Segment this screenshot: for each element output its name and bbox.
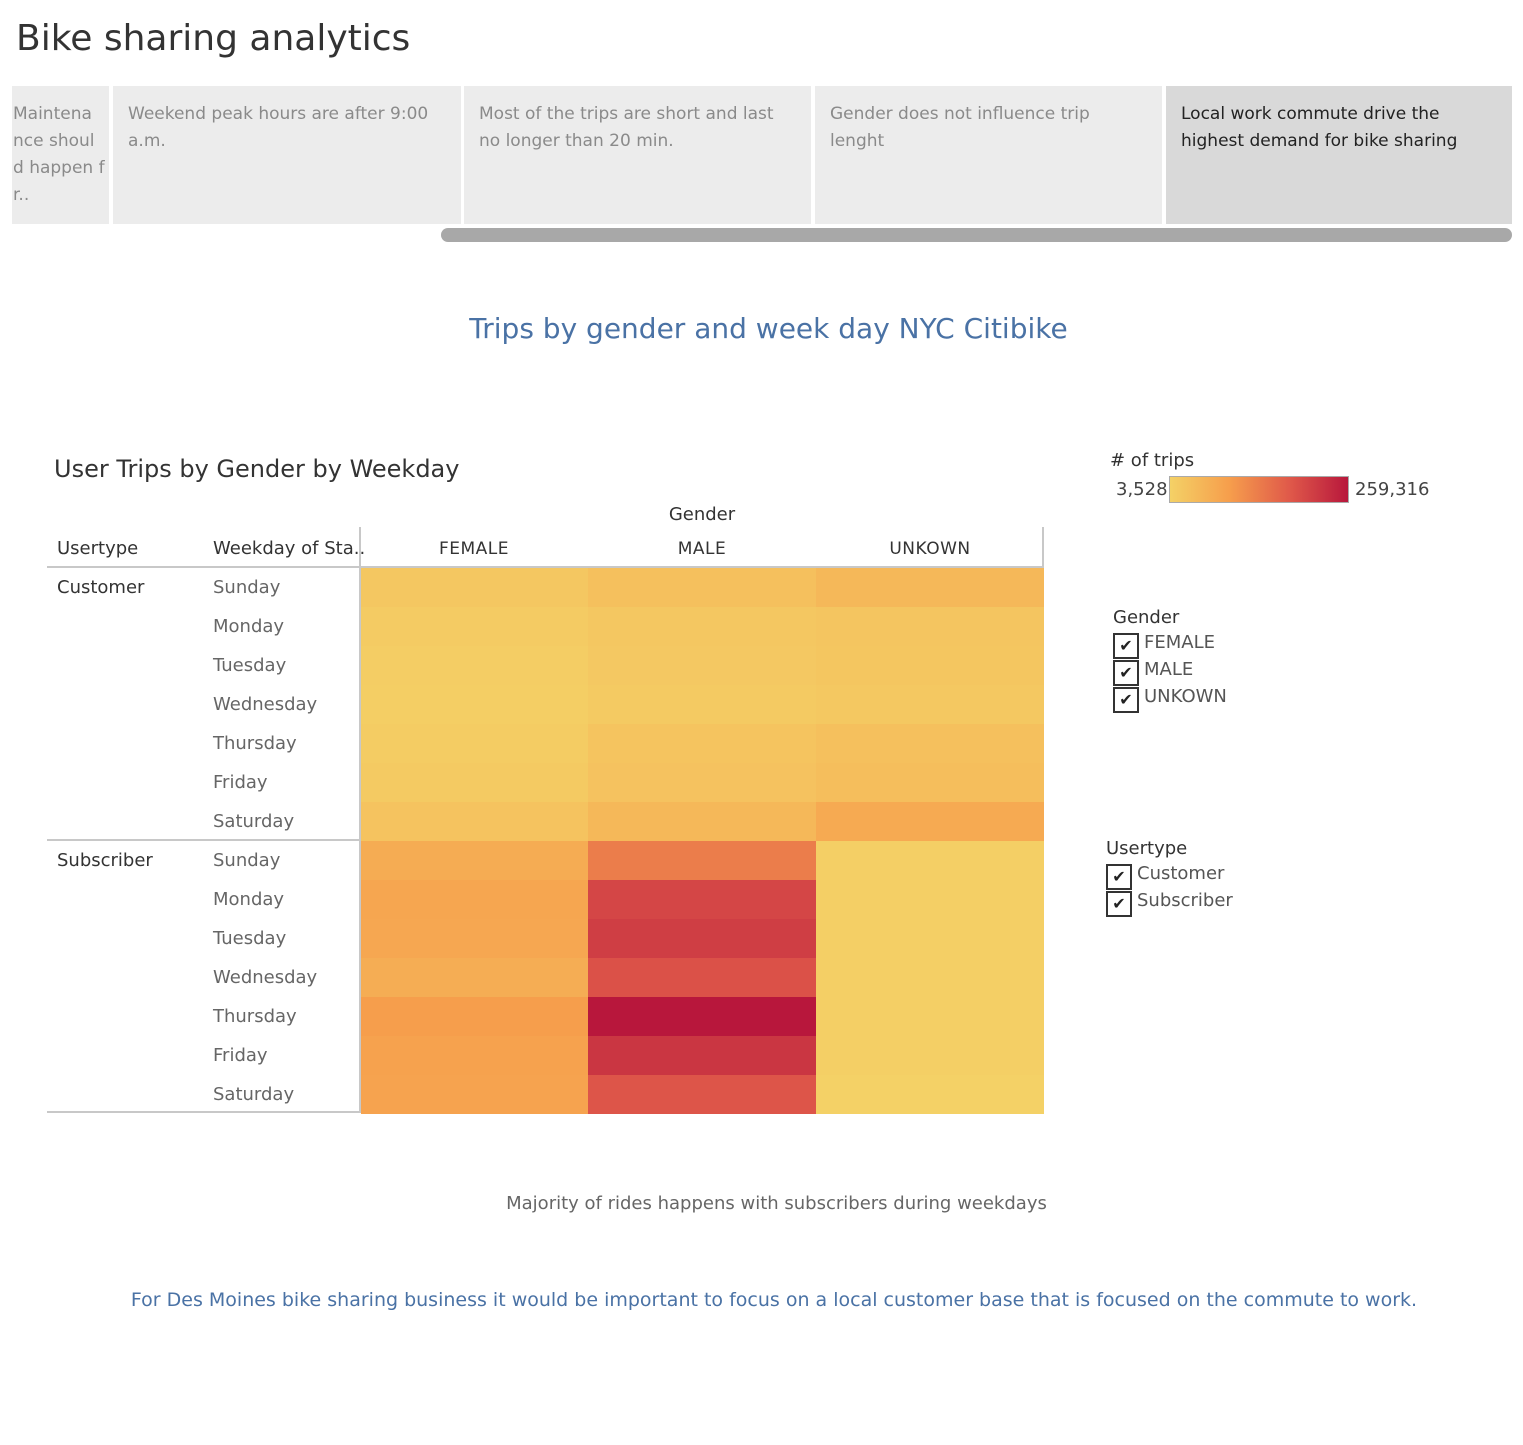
heatmap-cell-customer-wednesday-unkown[interactable] [815, 685, 1044, 724]
row-label-customer-saturday: Saturday [213, 811, 295, 832]
heatmap-cell-customer-monday-female[interactable] [361, 607, 589, 646]
usertype-header: Usertype [57, 538, 139, 559]
heatmap-cell-customer-sunday-male[interactable] [588, 568, 817, 607]
gender-column-header: Gender [668, 504, 736, 525]
heatmap-cell-subscriber-monday-male[interactable] [588, 880, 817, 919]
story-point-label: Most of the trips are short and last no … [479, 104, 774, 151]
heatmap-cell-customer-monday-male[interactable] [588, 607, 817, 646]
heatmap-cell-customer-tuesday-unkown[interactable] [815, 646, 1044, 685]
footer-note: For Des Moines bike sharing business it … [130, 1289, 1418, 1311]
heatmap-cell-subscriber-saturday-female[interactable] [361, 1075, 589, 1114]
heatmap-cell-customer-tuesday-female[interactable] [361, 646, 589, 685]
row-label-subscriber-thursday: Thursday [213, 1006, 297, 1027]
checkbox-checked-icon[interactable]: ✔ [1113, 633, 1139, 659]
row-label-subscriber-monday: Monday [213, 889, 285, 910]
heatmap-cell-customer-tuesday-male[interactable] [588, 646, 817, 685]
heatmap-cell-customer-friday-female[interactable] [361, 763, 589, 802]
checkbox-checked-icon[interactable]: ✔ [1106, 864, 1132, 890]
story-point-label: Local work commute drive the highest dem… [1181, 104, 1458, 151]
row-label-customer-thursday: Thursday [213, 733, 297, 754]
story-point-label: Maintena nce shoul d happen fr.. [13, 104, 105, 205]
story-point-4[interactable]: Gender does not influence trip lenght [815, 86, 1162, 224]
chart-caption: Majority of rides happens with subscribe… [506, 1193, 1047, 1214]
heatmap-cell-subscriber-sunday-female[interactable] [361, 841, 589, 880]
heatmap-cell-subscriber-thursday-female[interactable] [361, 997, 589, 1036]
heatmap-cell-subscriber-wednesday-male[interactable] [588, 958, 817, 997]
heatmap-cell-customer-friday-male[interactable] [588, 763, 817, 802]
group-label-customer: Customer [57, 577, 145, 598]
filter-label: UNKOWN [1144, 686, 1227, 707]
heatmap-cell-customer-thursday-unkown[interactable] [815, 724, 1044, 763]
header-underline [47, 566, 1044, 568]
row-label-subscriber-sunday: Sunday [213, 850, 281, 871]
story-point-5[interactable]: Local work commute drive the highest dem… [1166, 86, 1512, 224]
group-label-subscriber: Subscriber [57, 850, 153, 871]
heatmap-cell-subscriber-wednesday-unkown[interactable] [815, 958, 1044, 997]
color-legend-max: 259,316 [1355, 479, 1430, 500]
story-point-label: Weekend peak hours are after 9:00 a.m. [128, 104, 429, 151]
heatmap-cell-customer-sunday-unkown[interactable] [815, 568, 1044, 607]
heatmap-cell-subscriber-saturday-male[interactable] [588, 1075, 817, 1114]
row-label-subscriber-friday: Friday [213, 1045, 268, 1066]
usertype-filter-title: Usertype [1106, 838, 1188, 859]
row-label-customer-friday: Friday [213, 772, 268, 793]
color-legend-title: # of trips [1110, 450, 1195, 471]
heatmap-cell-customer-friday-unkown[interactable] [815, 763, 1044, 802]
story-point-3[interactable]: Most of the trips are short and last no … [464, 86, 811, 224]
heatmap-cell-subscriber-wednesday-female[interactable] [361, 958, 589, 997]
page-title: Bike sharing analytics [16, 18, 411, 59]
color-legend-min: 3,528 [1116, 479, 1168, 500]
heatmap-cell-subscriber-thursday-male[interactable] [588, 997, 817, 1036]
heatmap-cell-subscriber-monday-female[interactable] [361, 880, 589, 919]
story-point-1[interactable]: Maintena nce shoul d happen fr.. [12, 86, 109, 224]
checkbox-checked-icon[interactable]: ✔ [1113, 660, 1139, 686]
heatmap-cell-customer-wednesday-female[interactable] [361, 685, 589, 724]
heatmap-cell-subscriber-tuesday-male[interactable] [588, 919, 817, 958]
heatmap-cell-customer-saturday-female[interactable] [361, 802, 589, 841]
story-scrollbar[interactable] [441, 228, 1512, 242]
color-ramp [1169, 476, 1349, 503]
heatmap-cell-subscriber-friday-female[interactable] [361, 1036, 589, 1075]
story-points-strip: Maintena nce shoul d happen fr.. Weekend… [12, 86, 1512, 224]
row-label-customer-monday: Monday [213, 616, 285, 637]
column-header-unknown: UNKOWN [889, 539, 971, 559]
heatmap-cell-subscriber-sunday-unkown[interactable] [815, 841, 1044, 880]
heatmap-cell-customer-thursday-female[interactable] [361, 724, 589, 763]
dashboard-title: Trips by gender and week day NYC Citibik… [469, 312, 1068, 345]
heatmap-cell-subscriber-tuesday-female[interactable] [361, 919, 589, 958]
heatmap-cell-customer-wednesday-male[interactable] [588, 685, 817, 724]
heatmap-cell-customer-monday-unkown[interactable] [815, 607, 1044, 646]
heatmap-cell-subscriber-sunday-male[interactable] [588, 841, 817, 880]
row-label-customer-sunday: Sunday [213, 577, 281, 598]
story-point-2[interactable]: Weekend peak hours are after 9:00 a.m. [113, 86, 461, 224]
heatmap-cell-customer-sunday-female[interactable] [361, 568, 589, 607]
story-point-label: Gender does not influence trip lenght [830, 104, 1090, 151]
column-header-male: MALE [677, 539, 727, 559]
heatmap-cell-subscriber-friday-unkown[interactable] [815, 1036, 1044, 1075]
heatmap-cell-customer-thursday-male[interactable] [588, 724, 817, 763]
row-label-customer-wednesday: Wednesday [213, 694, 318, 715]
row-label-subscriber-wednesday: Wednesday [213, 967, 318, 988]
heatmap-cell-subscriber-saturday-unkown[interactable] [815, 1075, 1044, 1114]
row-header-divider [359, 527, 361, 1112]
heatmap-cell-subscriber-thursday-unkown[interactable] [815, 997, 1044, 1036]
heatmap-cell-subscriber-friday-male[interactable] [588, 1036, 817, 1075]
filter-label: Subscriber [1137, 890, 1233, 911]
row-label-subscriber-tuesday: Tuesday [213, 928, 287, 949]
heatmap-cell-subscriber-monday-unkown[interactable] [815, 880, 1044, 919]
column-header-female: FEMALE [438, 539, 510, 559]
heatmap-cell-customer-saturday-unkown[interactable] [815, 802, 1044, 841]
checkbox-checked-icon[interactable]: ✔ [1106, 891, 1132, 917]
filter-label: Customer [1137, 863, 1225, 884]
row-label-customer-tuesday: Tuesday [213, 655, 287, 676]
filter-label: FEMALE [1144, 632, 1215, 653]
filter-label: MALE [1144, 659, 1194, 680]
heatmap-cell-customer-saturday-male[interactable] [588, 802, 817, 841]
weekday-header: Weekday of Sta.. [213, 538, 366, 559]
row-label-subscriber-saturday: Saturday [213, 1084, 295, 1105]
heatmap-cell-subscriber-tuesday-unkown[interactable] [815, 919, 1044, 958]
gender-filter-title: Gender [1113, 607, 1180, 628]
sheet-title: User Trips by Gender by Weekday [54, 455, 460, 483]
checkbox-checked-icon[interactable]: ✔ [1113, 687, 1139, 713]
